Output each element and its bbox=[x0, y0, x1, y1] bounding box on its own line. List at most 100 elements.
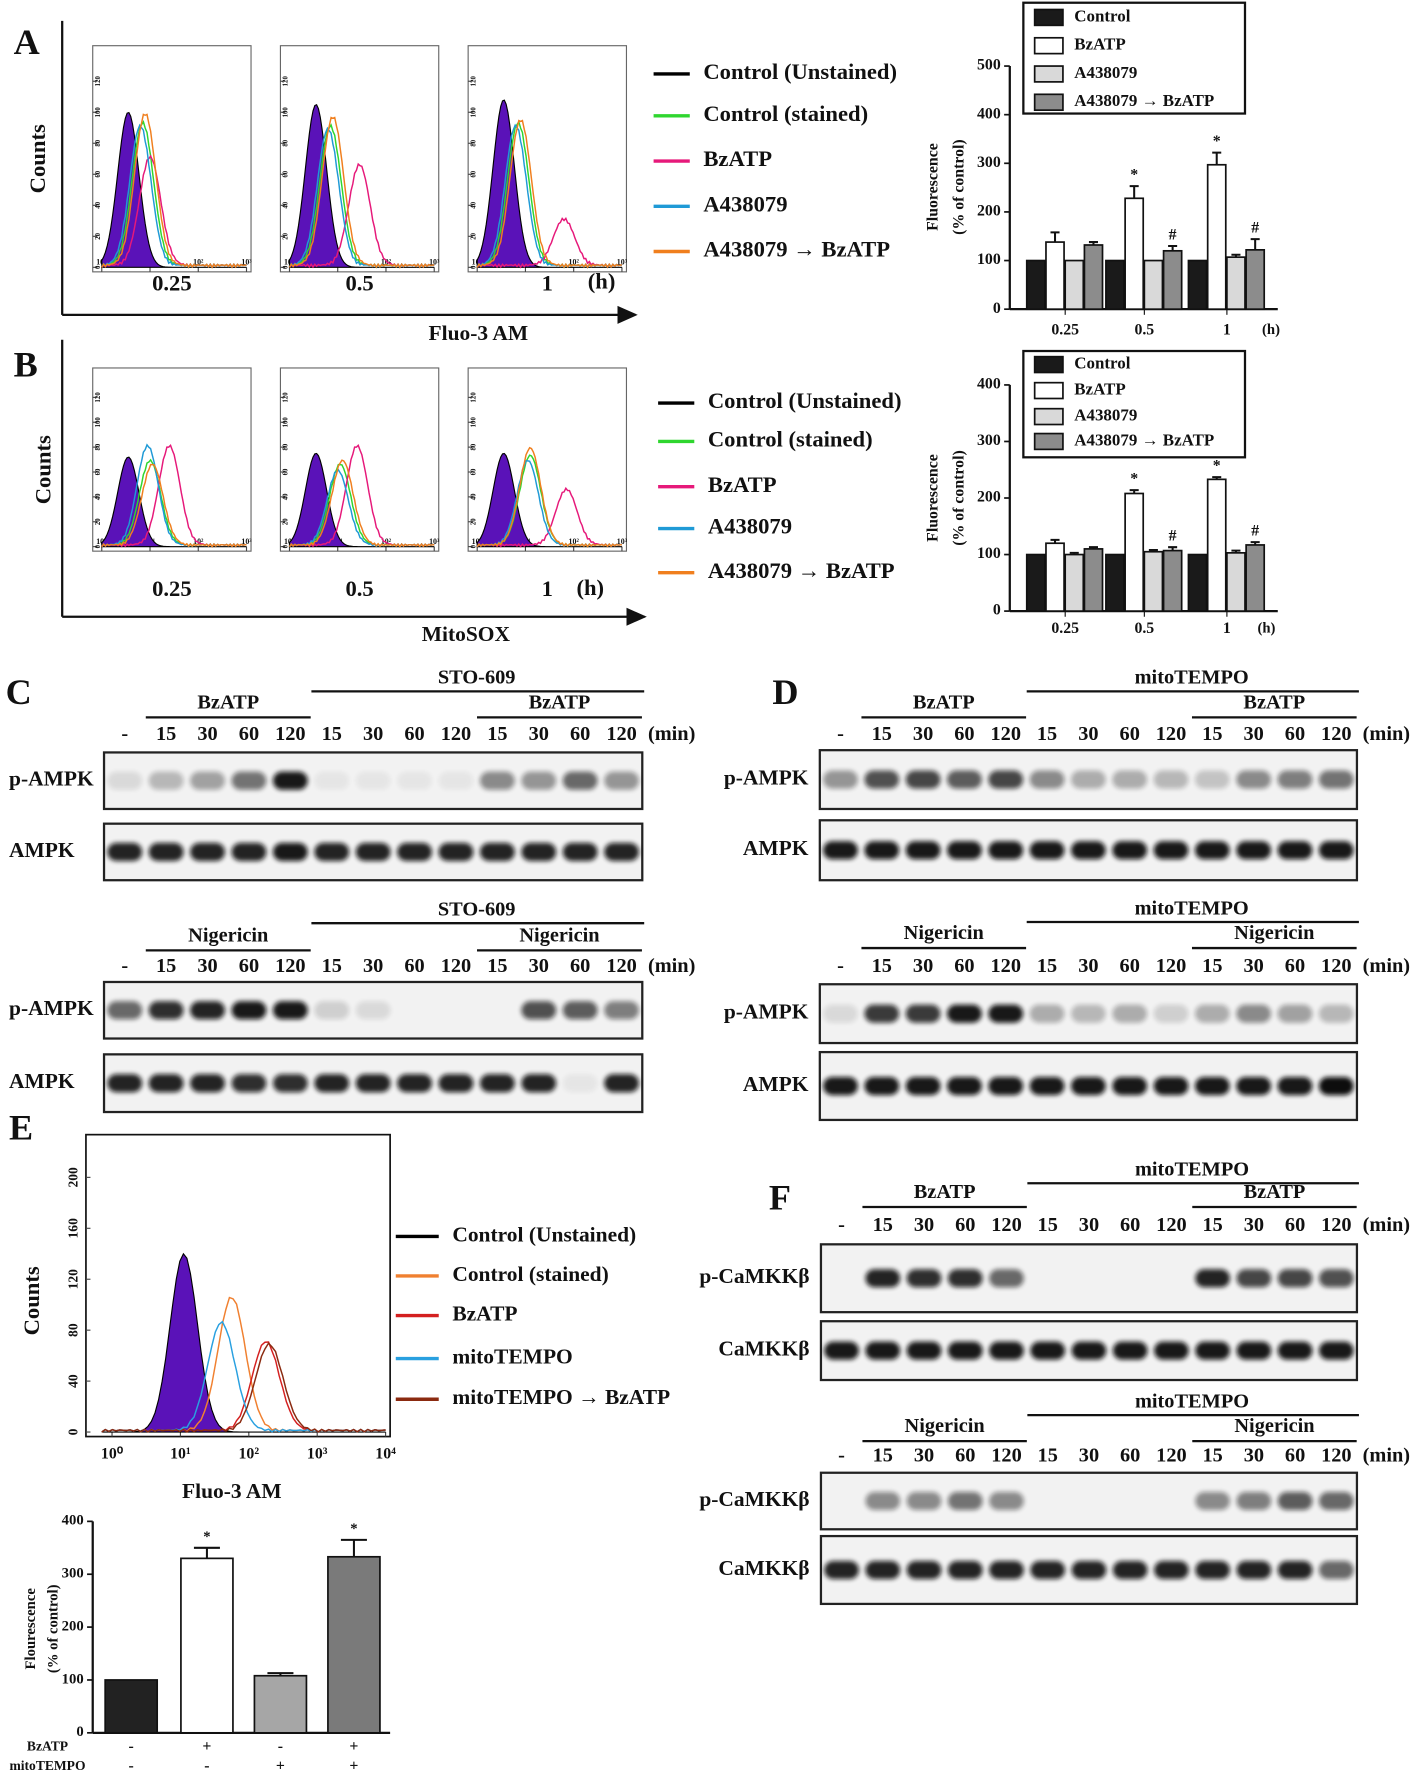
legend-label: A438079 bbox=[703, 191, 787, 216]
lane-label: 120 bbox=[1321, 1214, 1352, 1236]
error-bar bbox=[1231, 549, 1241, 553]
bar bbox=[1124, 492, 1145, 612]
row-label: AMPK bbox=[9, 838, 75, 862]
y-tick-label: 100 bbox=[977, 545, 1001, 562]
lane-label: 120 bbox=[1156, 723, 1187, 745]
condition-label: mitoTEMPO bbox=[9, 1758, 85, 1773]
x-axis-label: MitoSOX bbox=[422, 622, 511, 646]
lane-label: 60 bbox=[239, 955, 259, 977]
significance-mark: * bbox=[1130, 167, 1138, 184]
band bbox=[824, 1341, 859, 1360]
band bbox=[1236, 770, 1271, 789]
time-label: 1 bbox=[542, 271, 553, 296]
condition-sign: + bbox=[349, 1738, 358, 1755]
bar bbox=[1045, 241, 1065, 311]
row-label: CaMKKβ bbox=[718, 1337, 809, 1361]
error-bar bbox=[1088, 546, 1098, 549]
lane-label: 120 bbox=[990, 723, 1021, 745]
lane-label: - bbox=[121, 955, 128, 977]
legend-label: A438079 bbox=[1074, 63, 1137, 82]
y-tick-label: 20 bbox=[470, 232, 477, 239]
lane-label: 60 bbox=[955, 1214, 975, 1236]
y-tick-label: 40 bbox=[95, 201, 102, 208]
band bbox=[1112, 1560, 1148, 1580]
band bbox=[823, 770, 858, 789]
histogram bbox=[288, 459, 435, 548]
lane-label: 30 bbox=[914, 1214, 934, 1236]
band bbox=[1236, 1004, 1271, 1023]
bar bbox=[1206, 163, 1227, 311]
y-axis-label: (% of control) bbox=[951, 450, 968, 546]
lane-label: 60 bbox=[954, 723, 974, 745]
band bbox=[314, 771, 350, 790]
x-tick-label: 0.5 bbox=[1134, 321, 1154, 338]
band bbox=[1194, 1076, 1230, 1096]
band bbox=[1071, 1076, 1106, 1096]
y-tick-label: 120 bbox=[95, 392, 102, 403]
legend-label: A438079 bbox=[708, 514, 792, 539]
condition-sign: - bbox=[278, 1738, 283, 1755]
band bbox=[148, 771, 184, 790]
band bbox=[190, 1074, 225, 1093]
y-axis-label: (% of control) bbox=[46, 1584, 62, 1673]
time-unit: (h) bbox=[576, 575, 604, 600]
x-unit: (h) bbox=[1257, 621, 1275, 637]
x-tick-label: 10³ bbox=[617, 537, 628, 546]
condition-label: BzATP bbox=[27, 1739, 68, 1754]
treatment-label: Nigericin bbox=[1234, 1415, 1314, 1437]
y-tick-label: 0 bbox=[95, 544, 102, 548]
x-tick-label: 10² bbox=[569, 537, 580, 546]
condition-sign: - bbox=[129, 1738, 134, 1755]
band bbox=[231, 1074, 267, 1093]
row-label: p-AMPK bbox=[9, 767, 94, 791]
histogram bbox=[101, 456, 247, 548]
band bbox=[604, 1074, 639, 1093]
bar bbox=[1064, 553, 1085, 612]
band bbox=[1071, 841, 1106, 860]
y-tick-label: 60 bbox=[95, 170, 102, 177]
band bbox=[479, 842, 515, 861]
error-bar bbox=[1069, 551, 1079, 555]
significance-mark: * bbox=[350, 1521, 357, 1537]
lane-label: 15 bbox=[873, 1214, 893, 1236]
band bbox=[521, 1001, 557, 1020]
x-tick-label: 10² bbox=[193, 258, 204, 267]
x-tick-label: 1 bbox=[1223, 321, 1231, 338]
time-unit: (h) bbox=[588, 268, 616, 293]
band bbox=[906, 1491, 942, 1511]
bar bbox=[253, 1674, 308, 1734]
band bbox=[148, 1074, 184, 1093]
y-tick-label: 300 bbox=[62, 1566, 84, 1582]
band bbox=[865, 1269, 901, 1288]
band bbox=[148, 1001, 184, 1020]
treatment-label: Nigericin bbox=[904, 922, 984, 944]
lane-label: 60 bbox=[404, 955, 424, 977]
legend-swatch bbox=[1033, 432, 1064, 451]
lane-label: 15 bbox=[322, 955, 342, 977]
band bbox=[1277, 770, 1313, 789]
panel-label: A bbox=[14, 22, 40, 62]
lane-label: 60 bbox=[570, 955, 590, 977]
band bbox=[865, 1560, 901, 1580]
treatment-label: Nigericin bbox=[1234, 922, 1314, 944]
x-tick-label: 10⁴ bbox=[375, 1445, 396, 1462]
band bbox=[1112, 1341, 1148, 1360]
condition-sign: - bbox=[204, 1757, 209, 1774]
lane-label: 120 bbox=[1156, 1214, 1187, 1236]
condition-sign: + bbox=[202, 1738, 211, 1755]
band bbox=[905, 770, 941, 789]
lane-label: 30 bbox=[1079, 1214, 1099, 1236]
band bbox=[1112, 1004, 1148, 1023]
legend-label: A438079 bbox=[1074, 405, 1137, 424]
bar bbox=[1083, 548, 1104, 612]
band bbox=[438, 771, 474, 790]
lane-label: - bbox=[121, 723, 128, 745]
band bbox=[314, 842, 350, 861]
bar bbox=[1245, 249, 1266, 311]
y-tick-label: 60 bbox=[283, 468, 290, 475]
bar bbox=[1162, 249, 1183, 311]
band bbox=[1318, 841, 1354, 860]
band bbox=[272, 1074, 308, 1093]
time-label: 0.5 bbox=[345, 576, 373, 601]
lane-label: 15 bbox=[322, 723, 342, 745]
